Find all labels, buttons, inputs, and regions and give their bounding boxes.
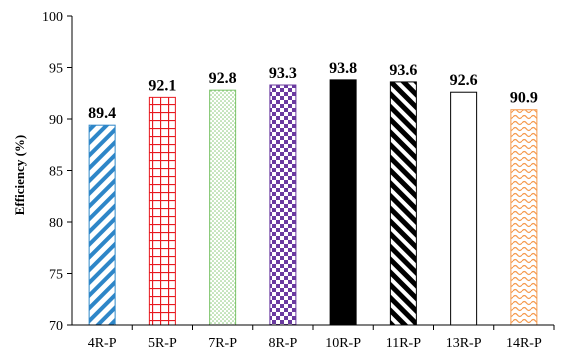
x-tick-label: 4R-P	[88, 336, 117, 351]
bars-group	[88, 79, 538, 326]
bar-4R-P	[88, 124, 116, 326]
y-axis: 70 75 80 85 90 95 100	[42, 10, 72, 334]
x-tick-label: 11R-P	[386, 336, 421, 351]
y-tick-label: 100	[42, 10, 63, 25]
x-axis: 4R-P 5R-P 7R-P 8R-P 10R-P 11R-P 13R-P 14R-P	[88, 325, 555, 351]
data-label-13R-P: 92.6	[450, 72, 478, 89]
x-tick-label: 5R-P	[148, 336, 177, 351]
bar-14R-P	[510, 109, 538, 326]
data-label-14R-P: 90.9	[510, 90, 538, 107]
x-tick-label: 8R-P	[268, 336, 297, 351]
bar-11R-P	[389, 81, 417, 326]
data-label-11R-P: 93.6	[389, 62, 417, 79]
x-tick-label: 10R-P	[325, 336, 361, 351]
data-label-10R-P: 93.8	[329, 60, 357, 77]
y-tick-label: 80	[49, 216, 63, 231]
data-label-8R-P: 93.3	[269, 65, 297, 82]
y-tick-label: 90	[49, 113, 63, 128]
y-axis-label: Efficiency (%)	[12, 135, 27, 216]
y-tick-label: 75	[49, 268, 63, 283]
data-label-5R-P: 92.1	[148, 77, 176, 94]
y-tick-label: 85	[49, 165, 63, 180]
data-label-4R-P: 89.4	[88, 105, 116, 122]
data-labels-group: 89.4 92.1 92.8 93.3 93.8 93.6 92.6 90.9	[88, 60, 538, 122]
bar-7R-P	[209, 89, 237, 326]
data-label-7R-P: 92.8	[209, 70, 237, 87]
x-tick-label: 7R-P	[208, 336, 237, 351]
x-tick-label: 14R-P	[506, 336, 542, 351]
y-tick-label: 70	[49, 319, 63, 334]
x-tick-label: 13R-P	[446, 336, 482, 351]
bar-8R-P	[269, 84, 297, 326]
bar-10R-P	[329, 79, 357, 326]
y-tick-label: 95	[49, 62, 63, 77]
bar-13R-P	[450, 91, 478, 326]
bar-5R-P	[148, 96, 176, 326]
